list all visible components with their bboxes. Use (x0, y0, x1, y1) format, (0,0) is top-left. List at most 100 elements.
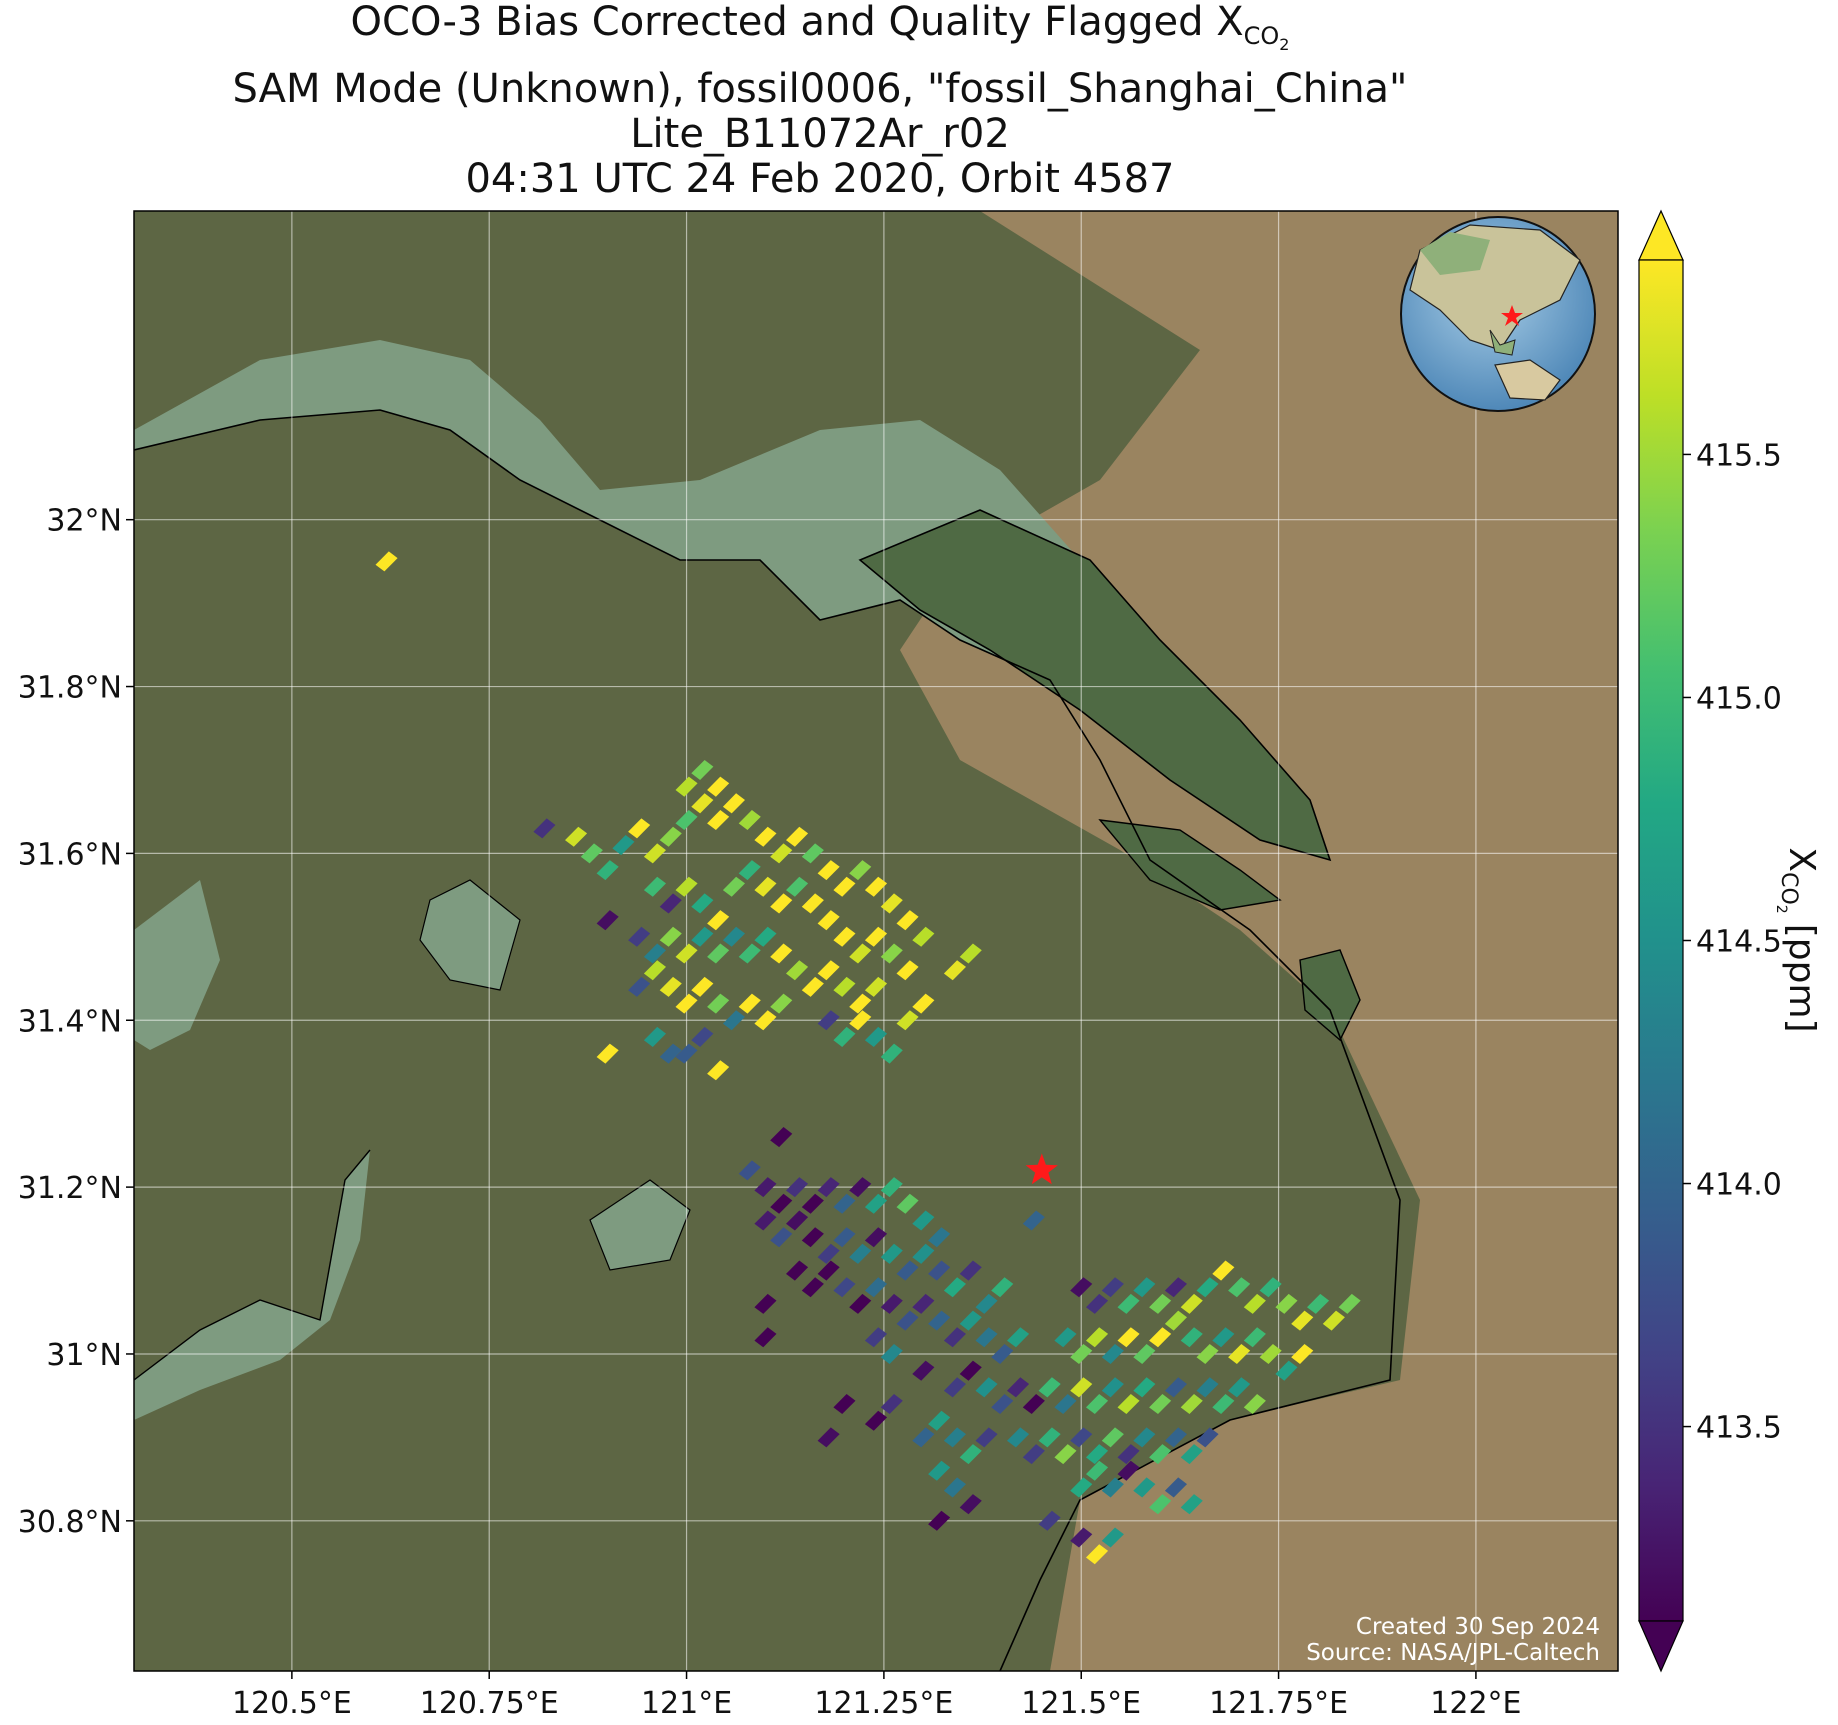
xco2-sounding-cell (1038, 1377, 1061, 1398)
xco2-sounding-cell (643, 943, 666, 964)
lon-tick-label: 121.25°E (814, 1686, 953, 1721)
xco2-sounding-cell (786, 826, 809, 847)
xco2-sounding-cell (912, 1243, 935, 1264)
xco2-sounding-cell (1291, 1344, 1314, 1364)
xco2-sounding-cell (880, 1177, 903, 1198)
colorbar-tick-label: 414.5 (1696, 925, 1782, 960)
xco2-sounding-cell (928, 1460, 951, 1481)
xco2-sounding-cell (1007, 1377, 1030, 1398)
xco2-sounding-cell (770, 1193, 793, 1214)
xco2-sounding-cell (1117, 1327, 1140, 1348)
inset-globe (1400, 216, 1596, 412)
xco2-sounding-cell (754, 1327, 777, 1348)
xco2-sounding-cell (770, 993, 793, 1014)
xco2-sounding-cell (833, 976, 856, 997)
xco2-sounding-cell (1243, 1327, 1266, 1348)
xco2-sounding-cell (975, 1293, 998, 1314)
xco2-sounding-cell (833, 1227, 856, 1248)
xco2-sounding-cell (1149, 1494, 1172, 1515)
xco2-sounding-cell (738, 810, 761, 830)
xco2-sounding-cell (1086, 1327, 1109, 1348)
xco2-sounding-cell (1149, 1293, 1172, 1314)
latitude-ticks: 30.8°N 31°N 31.2°N 31.4°N 31.6°N 31.8°N 32°N (18, 504, 134, 1540)
xco2-sounding-cell (864, 1026, 888, 1047)
xco2-sounding-cell (754, 1010, 777, 1031)
xco2-sounding-cell (565, 826, 588, 847)
xco2-sounding-cell (1212, 1260, 1235, 1281)
xco2-sounding-cell (738, 993, 761, 1014)
xco2-sounding-cell (833, 1026, 856, 1047)
xco2-sounding-cell (1101, 1527, 1124, 1548)
xco2-sounding-cell (817, 860, 840, 881)
xco2-sounding-cell (1180, 1293, 1203, 1314)
xco2-sounding-cell (817, 1177, 840, 1198)
xco2-sounding-cell (943, 1377, 966, 1398)
xco2-sounding-cell (1164, 1377, 1187, 1398)
xco2-sounding-cell (959, 1494, 982, 1515)
xco2-sounding-cell (880, 1043, 903, 1064)
xco2-sounding-cell (754, 1293, 777, 1314)
title-line-1: OCO-3 Bias Corrected and Quality Flagged… (350, 0, 1290, 54)
xco2-sounding-cell (880, 1243, 903, 1264)
xco2-sounding-cell (864, 1277, 888, 1298)
lon-tick-label: 121.75°E (1209, 1686, 1348, 1721)
xco2-sounding-cell (707, 993, 730, 1014)
taihu-lake (134, 1150, 370, 1420)
xco2-sounding-cell (707, 910, 730, 931)
xco2-sounding-cell (1322, 1310, 1345, 1331)
xco2-sounding-cell (1022, 1444, 1045, 1465)
xco2-sounding-cell (975, 1427, 998, 1448)
xco2-sounding-cell (959, 943, 982, 964)
xco2-sounding-cell (1259, 1344, 1282, 1364)
xco2-sounding-cell (801, 843, 824, 864)
xco2-sounding-cell (1180, 1327, 1203, 1348)
taihu-outline (134, 1149, 371, 1381)
xco2-sounding-cell (580, 843, 603, 864)
xco2-sounding-cell (1101, 1427, 1124, 1448)
xco2-sounding-cell (770, 843, 793, 864)
lat-tick-label: 30.8°N (18, 1505, 122, 1540)
xco2-sounding-cell (596, 1043, 619, 1064)
xco2-sounding-cell (1070, 1527, 1093, 1548)
xco2-sounding-cell (722, 1010, 745, 1031)
xco2-sounding-cell (754, 1210, 777, 1231)
xco2-sounding-cell (707, 1060, 730, 1081)
xco2-sounding-cell (786, 1210, 809, 1231)
xco2-sounding-cell (1307, 1293, 1330, 1314)
xco2-sounding-cell (849, 1010, 872, 1031)
xco2-sounding-cell (738, 1160, 761, 1181)
xco2-sounding-cell (722, 876, 745, 897)
xco2-sounding-cell (849, 860, 872, 881)
xco2-sounding-cell (943, 1427, 966, 1448)
xco2-sounding-cell (596, 910, 619, 931)
xco2-sounding-cell (1149, 1327, 1172, 1348)
xco2-sounding-cell (1259, 1277, 1282, 1298)
xco2-sounding-cell (1101, 1377, 1124, 1398)
xco2-sounding-cell (786, 960, 809, 981)
xco2-sounding-cell (722, 926, 745, 947)
xco2-sounding-cell (912, 1210, 935, 1231)
xco2-sounding-cell (1117, 1293, 1140, 1314)
xco2-sounding-cell (1086, 1293, 1109, 1314)
xco2-sounding-cell (959, 1260, 982, 1281)
xco2-sounding-cell (1180, 1444, 1203, 1465)
xco2-sounding-cell (912, 1427, 935, 1448)
xco2-sounding-cell (659, 1043, 682, 1064)
hengsha-island (1300, 950, 1360, 1040)
xco2-sounding-cell (1133, 1344, 1156, 1364)
xco2-sounding-cell (849, 943, 872, 964)
xco2-soundings (375, 551, 1361, 1565)
xco2-sounding-cell (786, 876, 809, 897)
xco2-sounding-cell (833, 1394, 856, 1414)
xco2-sounding-cell (1180, 1494, 1203, 1515)
xco2-sounding-cell (959, 1360, 982, 1381)
globe-australia (1494, 359, 1561, 401)
xco2-sounding-cell (1133, 1427, 1156, 1448)
xco2-sounding-cell (722, 793, 745, 814)
xco2-sounding-cell (1007, 1427, 1030, 1448)
xco2-sounding-cell (943, 1477, 966, 1498)
xco2-sounding-cell (691, 793, 714, 814)
xco2-sounding-cell (849, 993, 872, 1014)
longitude-ticks: 120.5°E 120.75°E 121°E 121.25°E 121.5°E 121.7… (232, 1671, 1522, 1721)
xco2-sounding-cell (959, 1310, 982, 1331)
